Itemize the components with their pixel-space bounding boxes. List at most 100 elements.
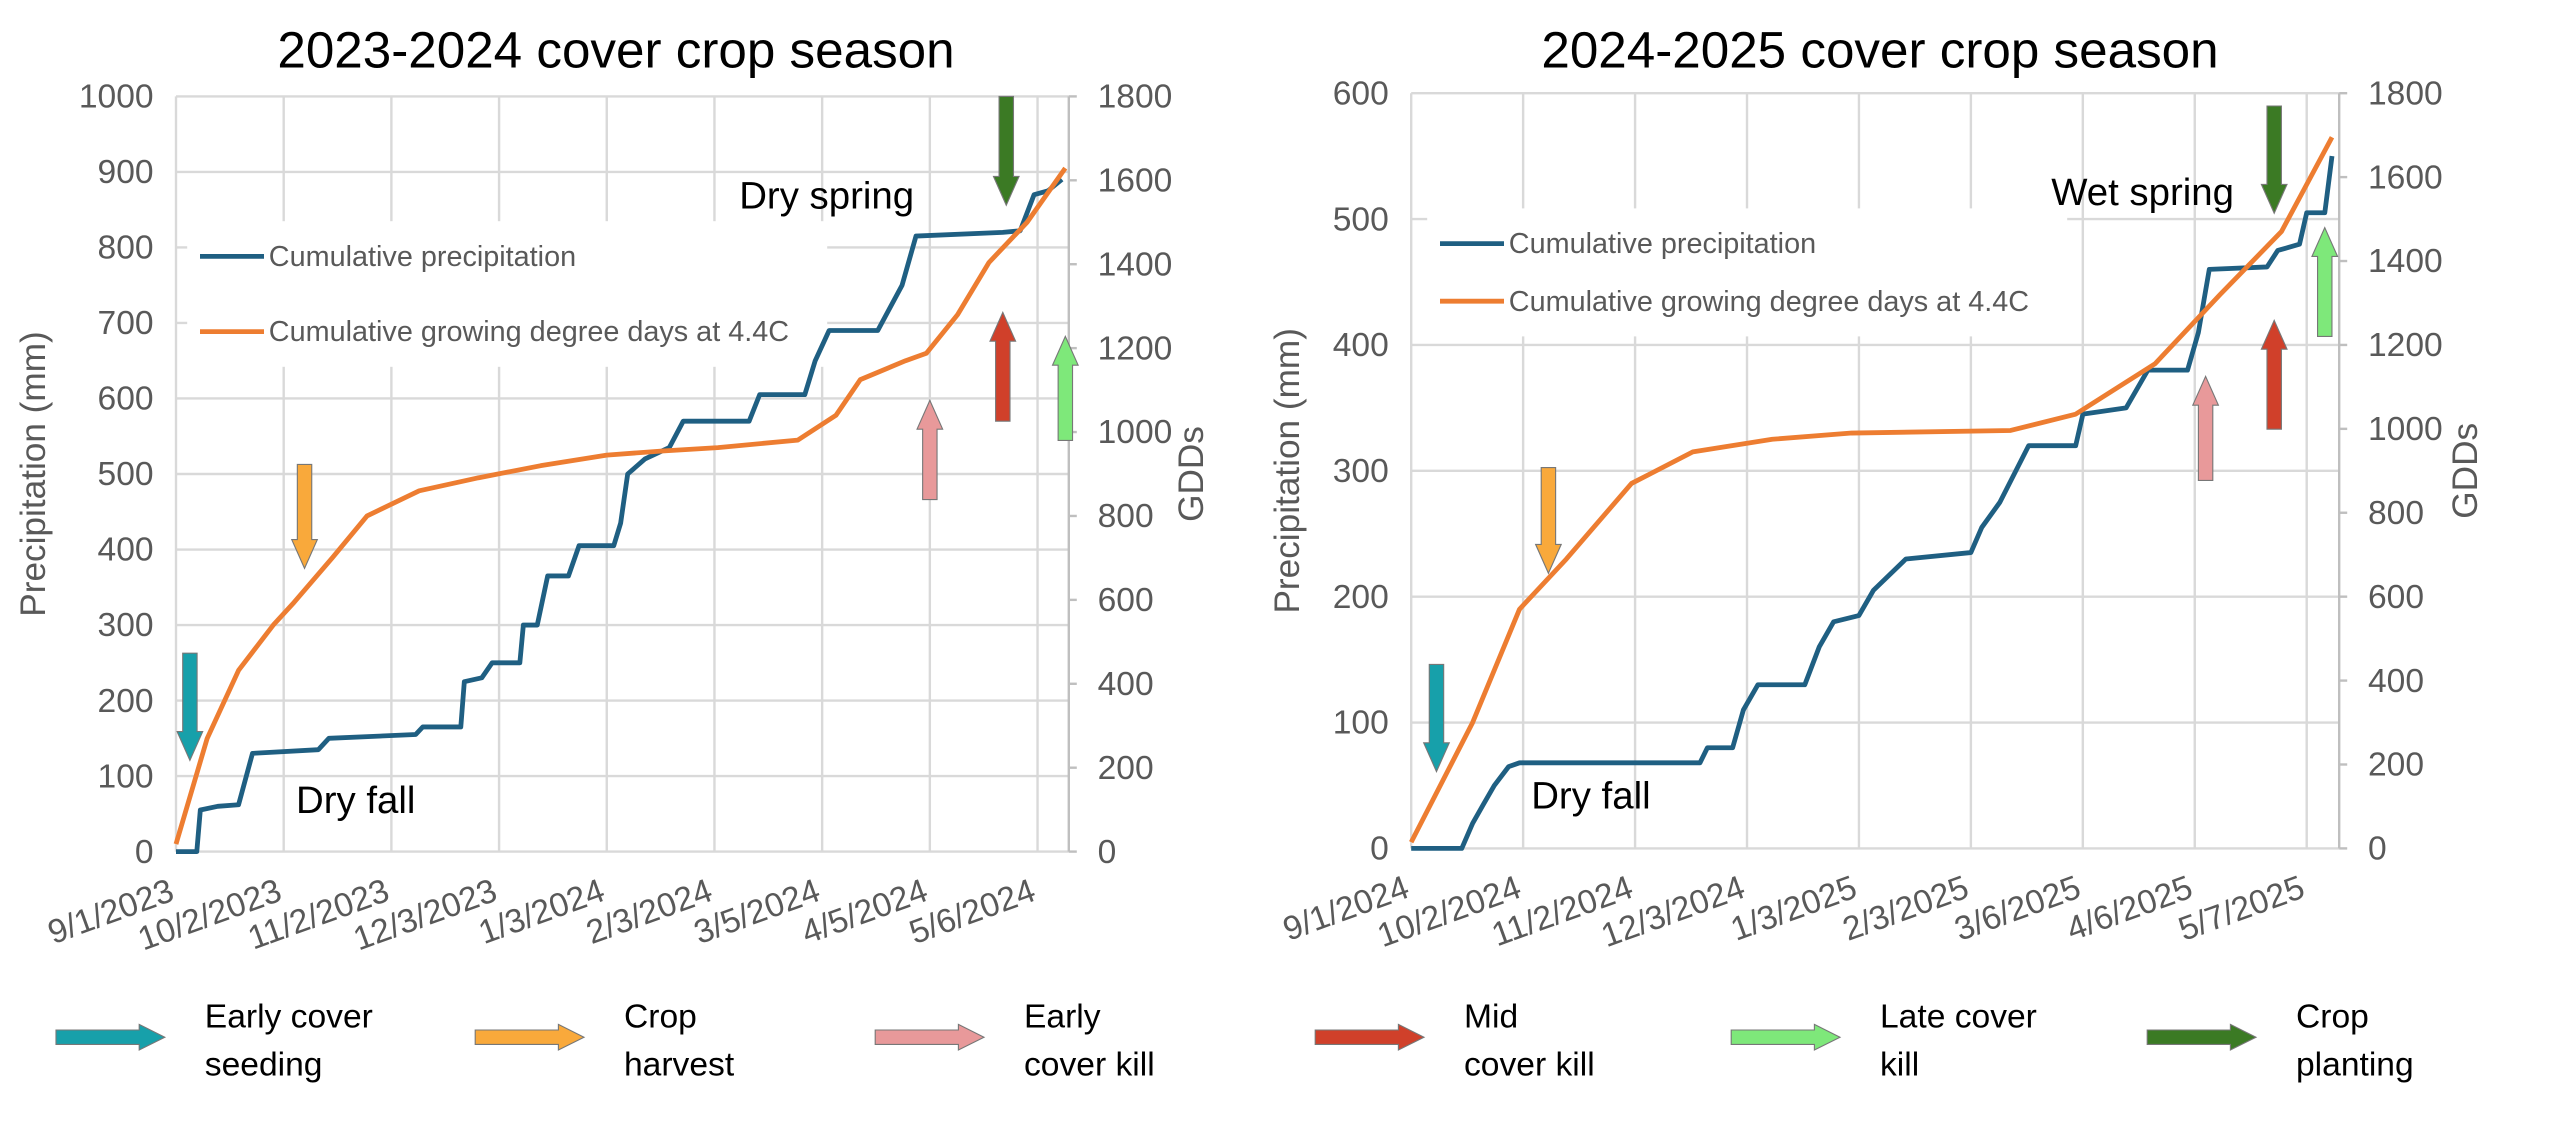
event-legend-line2: seeding <box>205 1047 323 1084</box>
gdd-line <box>173 166 1068 845</box>
legend-box <box>187 221 828 367</box>
y2-tick-label: 1000 <box>2368 411 2443 448</box>
y-tick-label: 1000 <box>79 79 154 116</box>
y2-tick-label: 0 <box>1098 834 1117 871</box>
crop-planting-arrow <box>2260 105 2288 215</box>
event-legend-line2: cover kill <box>1464 1047 1595 1084</box>
y-tick-label: 0 <box>135 834 154 871</box>
y2-tick-label: 1200 <box>1098 330 1173 367</box>
precipitation-line <box>1411 155 2335 851</box>
crop-harvest-arrow <box>290 463 319 570</box>
legend-label: Cumulative precipitation <box>1509 228 1816 260</box>
y2-tick-label: 400 <box>1098 666 1154 703</box>
y-tick-label: 500 <box>1333 201 1389 238</box>
early-kill-arrow <box>2191 375 2220 481</box>
gdd-line <box>1409 136 2335 844</box>
event-legend-line1: Crop <box>624 999 697 1036</box>
y-tick-label: 100 <box>1333 705 1389 742</box>
y2-axis-label: GDDs <box>1172 426 1211 522</box>
y-tick-label: 200 <box>98 683 154 720</box>
mid-kill-arrow <box>2260 319 2288 430</box>
event-legend: Early cover seeding Crop harvest Early cover … <box>55 999 2414 1084</box>
y-tick-label: 400 <box>1333 327 1389 364</box>
y2-tick-label: 1400 <box>2368 243 2443 280</box>
y2-tick-label: 600 <box>2368 579 2424 616</box>
legend-box <box>1427 208 2068 337</box>
x-tick-label: 4/6/2025 <box>2062 869 2198 948</box>
event-legend-item: Crop harvest <box>474 999 735 1084</box>
event-legend-line1: Late cover <box>1880 999 2037 1036</box>
y2-axis-label: GDDs <box>2446 423 2485 519</box>
y-tick-label: 300 <box>1333 453 1389 490</box>
mid-kill-arrow <box>989 311 1017 422</box>
y2-tick-label: 1000 <box>1098 414 1173 451</box>
event-legend-item: Early cover seeding <box>55 999 373 1084</box>
annotation: Dry spring <box>739 174 914 217</box>
y-axis-label: Precipitation (mm) <box>14 331 53 616</box>
crop-harvest-arrow <box>1534 467 1563 575</box>
y2-tick-label: 1400 <box>1098 246 1173 283</box>
chart-2: 2024-2025 cover crop season 0 100 200 300 400… <box>1268 22 2485 955</box>
late-kill-legend-arrow <box>1730 1023 1842 1051</box>
y-axis-label: Precipitation (mm) <box>1268 328 1307 613</box>
late-kill-arrow <box>1051 335 1079 441</box>
event-legend-item: Late cover kill <box>1730 999 2037 1084</box>
y-tick-label: 900 <box>98 154 154 191</box>
event-legend-line2: harvest <box>624 1047 735 1084</box>
event-legend-item: Mid cover kill <box>1314 999 1595 1084</box>
x-tick-label: 3/6/2025 <box>1950 869 2086 948</box>
annotation: Wet spring <box>2051 171 2234 214</box>
y-tick-label: 100 <box>98 758 154 795</box>
annotation: Dry fall <box>1531 774 1650 817</box>
y-tick-label: 200 <box>1333 579 1389 616</box>
chart-title: 2024-2025 cover crop season <box>1541 22 2218 79</box>
y2-tick-label: 600 <box>1098 582 1154 619</box>
x-tick-label: 2/3/2025 <box>1838 869 1974 948</box>
x-tick-label: 5/6/2024 <box>905 872 1041 951</box>
y2-tick-label: 200 <box>1098 750 1154 787</box>
chart-1: 2023-2024 cover crop season 0 100 200 300 400… <box>14 22 1211 959</box>
event-legend-line1: Crop <box>2296 999 2369 1036</box>
legend-label: Cumulative precipitation <box>269 241 576 273</box>
legend-label: Cumulative growing degree days at 4.4C <box>269 316 789 348</box>
legend-label: Cumulative growing degree days at 4.4C <box>1509 286 2029 318</box>
early-kill-legend-arrow <box>874 1023 986 1051</box>
event-legend-line2: kill <box>1880 1047 1919 1084</box>
chart-title: 2023-2024 cover crop season <box>277 22 954 79</box>
y2-tick-label: 400 <box>2368 663 2424 700</box>
y-tick-label: 600 <box>98 381 154 418</box>
y2-tick-label: 1200 <box>2368 327 2443 364</box>
y2-tick-label: 800 <box>2368 495 2424 532</box>
y-tick-label: 300 <box>98 607 154 644</box>
y2-tick-label: 1600 <box>2368 159 2443 196</box>
y2-tick-label: 0 <box>2368 831 2387 868</box>
y2-tick-label: 1600 <box>1098 163 1173 200</box>
y-tick-label: 700 <box>98 305 154 342</box>
y2-tick-label: 1800 <box>1098 79 1173 116</box>
event-legend-line2: cover kill <box>1024 1047 1155 1084</box>
y-tick-label: 800 <box>98 230 154 267</box>
x-tick-label: 5/7/2025 <box>2174 869 2310 948</box>
event-legend-line1: Mid <box>1464 999 1518 1036</box>
y-tick-label: 0 <box>1370 831 1389 868</box>
annotation: Dry fall <box>296 779 415 822</box>
crop-planting-arrow <box>992 95 1020 207</box>
y2-tick-label: 1800 <box>2368 75 2443 112</box>
y-tick-label: 400 <box>98 532 154 569</box>
y2-tick-label: 200 <box>2368 747 2424 784</box>
event-legend-line2: planting <box>2296 1047 2414 1084</box>
late-kill-arrow <box>2311 226 2339 337</box>
early-seeding-arrow <box>1422 663 1451 773</box>
x-tick-label: 1/3/2025 <box>1726 869 1862 948</box>
y2-tick-label: 800 <box>1098 498 1154 535</box>
early-seeding-legend-arrow <box>55 1023 167 1051</box>
early-kill-arrow <box>916 399 944 501</box>
y-tick-label: 600 <box>1333 75 1389 112</box>
early-seeding-arrow <box>176 652 204 762</box>
event-legend-line1: Early <box>1024 999 1101 1036</box>
event-legend-item: Early cover kill <box>874 999 1155 1084</box>
event-legend-item: Crop planting <box>2146 999 2414 1084</box>
y-tick-label: 500 <box>98 456 154 493</box>
crop-planting-legend-arrow <box>2146 1023 2258 1051</box>
